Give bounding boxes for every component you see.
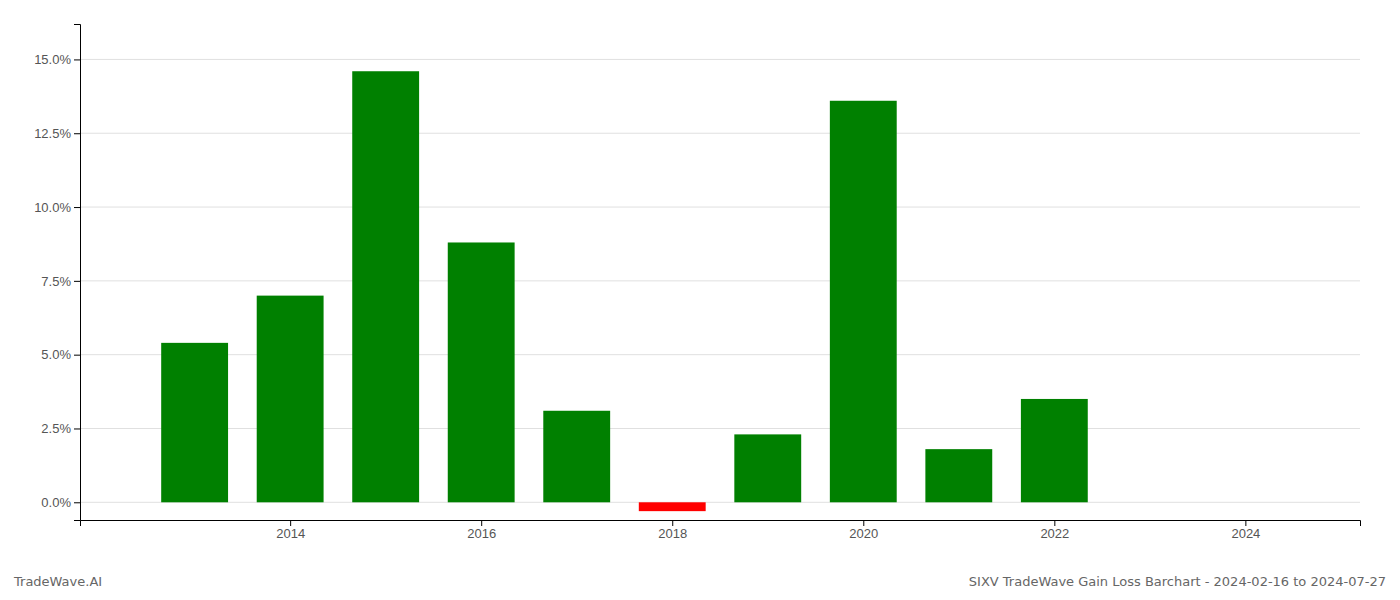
- tick-mark: [74, 133, 80, 134]
- x-tick: 2018: [658, 520, 687, 541]
- bar: [734, 434, 801, 502]
- y-tick: 2.5%: [41, 421, 80, 436]
- tick-mark: [481, 520, 482, 526]
- x-tick: 2024: [1231, 520, 1260, 541]
- tick-mark: [74, 502, 80, 503]
- y-tick: 0.0%: [41, 495, 80, 510]
- x-tick: 2016: [467, 520, 496, 541]
- tick-mark: [1245, 520, 1246, 526]
- tick-label: 5.0%: [41, 347, 71, 362]
- tick-mark: [74, 428, 80, 429]
- tick-label: 15.0%: [34, 52, 71, 67]
- tick-mark: [290, 520, 291, 526]
- y-tick: 7.5%: [41, 274, 80, 289]
- plot-area: 2014 2016 2018 2020 2022 2024 0.0% 2.5% 5.0% 7.5%…: [34, 25, 1360, 542]
- tick-mark: [74, 355, 80, 356]
- tick-label: 2016: [467, 526, 496, 541]
- tick-label: 2014: [276, 526, 305, 541]
- y-tick: 5.0%: [41, 347, 80, 362]
- bar: [161, 343, 228, 502]
- axis-line: [74, 25, 81, 521]
- bar: [352, 71, 419, 502]
- y-tick: 12.5%: [34, 126, 80, 141]
- grid-line: [80, 207, 1360, 208]
- bar: [639, 502, 706, 511]
- y-tick: 10.0%: [34, 200, 80, 215]
- bar: [925, 449, 992, 502]
- tick-label: 2020: [849, 526, 878, 541]
- tick-mark: [672, 520, 673, 526]
- tick-label: 7.5%: [41, 274, 71, 289]
- tick-mark: [74, 59, 80, 60]
- tick-label: 10.0%: [34, 200, 71, 215]
- grid-line: [80, 280, 1360, 281]
- bar: [257, 296, 324, 503]
- bar: [1021, 399, 1088, 502]
- y-axis: 0.0% 2.5% 5.0% 7.5% 10.0% 12.5% 15.0%: [34, 25, 80, 521]
- title: SIXV TradeWave Gain Loss Barchart - 2024…: [969, 574, 1386, 589]
- x-tick: 2020: [849, 520, 878, 541]
- tick-mark: [1054, 520, 1055, 526]
- tick-mark: [74, 281, 80, 282]
- grid: [80, 59, 1360, 502]
- tick-mark: [863, 520, 864, 526]
- tick-label: 12.5%: [34, 126, 71, 141]
- tick-label: 2022: [1040, 526, 1069, 541]
- tick-label: 0.0%: [41, 495, 71, 510]
- x-tick: 2014: [276, 520, 305, 541]
- tick-label: 2024: [1231, 526, 1260, 541]
- x-axis: 2014 2016 2018 2020 2022 2024: [81, 520, 1361, 541]
- bar: [448, 242, 515, 502]
- bar: [830, 101, 897, 503]
- grid-line: [80, 133, 1360, 134]
- bar: [543, 411, 610, 503]
- tick-label: 2018: [658, 526, 687, 541]
- chart: 2014 2016 2018 2020 2022 2024 0.0% 2.5% 5.0% 7.5%…: [0, 0, 1400, 600]
- tick-mark: [74, 207, 80, 208]
- axis-line: [81, 521, 1361, 527]
- grid-line: [80, 59, 1360, 60]
- footer-text: TradeWave.AI: [13, 574, 102, 589]
- tick-label: 2.5%: [41, 421, 71, 436]
- y-tick: 15.0%: [34, 52, 80, 67]
- bars: [161, 71, 1088, 511]
- x-tick: 2022: [1040, 520, 1069, 541]
